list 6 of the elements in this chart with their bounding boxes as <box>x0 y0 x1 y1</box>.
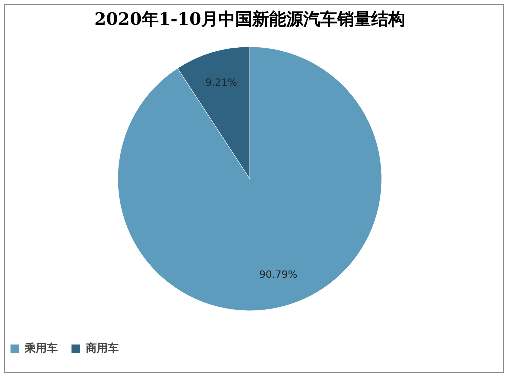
chart-title: 2020年1-10月中国新能源汽车销量结构 <box>94 10 406 30</box>
legend-label: 商用车 <box>85 342 119 355</box>
legend-label: 乘用车 <box>24 342 58 355</box>
data-label: 90.79% <box>259 270 298 281</box>
data-label: 9.21% <box>206 78 238 90</box>
pie-slice <box>118 46 382 312</box>
